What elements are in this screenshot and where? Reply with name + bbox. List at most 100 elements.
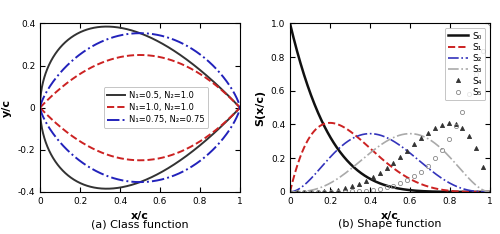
N₁=1.0, N₂=1.0 — [88, 66, 94, 69]
N₁=1.0, N₂=1.0 — [155, 55, 161, 58]
N₁=0.5, N₂=1.0 — [37, 104, 43, 107]
X-axis label: x/c: x/c — [381, 211, 399, 221]
S₄ — [460, 126, 466, 129]
N₁=1.0, N₂=1.0 — [72, 76, 78, 78]
S₄ — [466, 134, 472, 137]
S₄ — [356, 183, 362, 186]
X-axis label: x/c: x/c — [131, 211, 149, 221]
S₃ — [432, 142, 438, 145]
S₅ — [294, 190, 300, 193]
S₂ — [414, 157, 420, 160]
S₂ — [352, 136, 358, 139]
Text: (a) Class function: (a) Class function — [91, 219, 189, 229]
Legend: N₁=0.5, N₂=1.0, N₁=1.0, N₂=1.0, N₁=0.75, N₂=0.75: N₁=0.5, N₂=1.0, N₁=1.0, N₂=1.0, N₁=0.75,… — [104, 88, 208, 128]
S₁ — [327, 121, 333, 124]
N₁=0.5, N₂=1.0 — [237, 106, 243, 109]
S₄ — [336, 188, 342, 191]
S₅ — [363, 189, 369, 192]
S₄ — [328, 189, 334, 192]
N₁=1.0, N₂=1.0 — [237, 106, 243, 109]
N₁=0.75, N₂=0.75 — [237, 106, 243, 109]
S₅ — [438, 148, 444, 151]
S₁ — [414, 181, 420, 183]
S₄ — [432, 127, 438, 129]
S₅ — [336, 190, 342, 193]
N₁=0.5, N₂=1.0 — [128, 29, 134, 32]
S₅ — [460, 110, 466, 113]
Line: N₁=1.0, N₂=1.0: N₁=1.0, N₂=1.0 — [40, 55, 240, 108]
Line: S₄: S₄ — [288, 121, 492, 194]
S₀ — [432, 190, 438, 193]
S₀ — [366, 177, 372, 180]
S₂ — [433, 173, 439, 176]
S₄ — [446, 121, 452, 124]
Line: N₁=0.5, N₂=1.0: N₁=0.5, N₂=1.0 — [40, 27, 240, 108]
S₄ — [411, 143, 417, 146]
S₁ — [487, 190, 493, 193]
Y-axis label: S(x/c): S(x/c) — [255, 90, 265, 126]
S₅ — [356, 190, 362, 192]
N₁=0.5, N₂=1.0 — [188, 61, 194, 64]
S₅ — [411, 175, 417, 178]
S₅ — [480, 49, 486, 52]
S₅ — [418, 170, 424, 173]
S₃ — [311, 188, 317, 191]
S₅ — [342, 190, 348, 193]
N₁=0.75, N₂=0.75 — [171, 38, 177, 41]
N₁=0.75, N₂=0.75 — [128, 32, 134, 35]
S₃ — [366, 152, 372, 155]
N₁=0.75, N₂=0.75 — [155, 34, 161, 37]
Y-axis label: y/c: y/c — [2, 99, 12, 117]
S₀ — [352, 167, 358, 170]
S₄ — [452, 122, 458, 125]
S₅ — [446, 138, 452, 140]
S₄ — [376, 172, 382, 175]
S₃ — [407, 132, 413, 135]
S₄ — [384, 167, 390, 170]
Line: S₅: S₅ — [288, 21, 492, 194]
S₅ — [452, 125, 458, 128]
S₅ — [328, 190, 334, 193]
S₄ — [398, 155, 404, 158]
S₅ — [432, 157, 438, 160]
S₅ — [322, 190, 328, 193]
N₁=1.0, N₂=1.0 — [188, 67, 194, 70]
N₁=1.0, N₂=1.0 — [128, 54, 134, 57]
S₄ — [418, 137, 424, 140]
S₂ — [366, 132, 372, 135]
N₁=0.5, N₂=1.0 — [155, 40, 161, 43]
S₃ — [487, 190, 493, 193]
N₁=0.5, N₂=1.0 — [88, 27, 94, 30]
S₂ — [487, 190, 493, 193]
S₁ — [311, 130, 317, 133]
S₀ — [487, 190, 493, 193]
S₁ — [352, 134, 358, 137]
S₄ — [301, 190, 307, 193]
S₄ — [322, 190, 328, 193]
N₁=0.75, N₂=0.75 — [72, 57, 78, 59]
S₀ — [311, 102, 317, 105]
Line: N₁=0.75, N₂=0.75: N₁=0.75, N₂=0.75 — [40, 33, 240, 108]
S₄ — [294, 190, 300, 193]
N₁=1.0, N₂=1.0 — [137, 54, 143, 56]
Legend: S₀, S₁, S₂, S₃, S₄, S₅: S₀, S₁, S₂, S₃, S₄, S₅ — [444, 28, 486, 100]
S₂ — [367, 132, 373, 135]
S₀ — [287, 22, 293, 25]
S₃ — [414, 133, 420, 136]
S₅ — [376, 187, 382, 190]
S₀ — [432, 190, 438, 193]
S₂ — [287, 190, 293, 193]
S₄ — [342, 187, 348, 190]
S₁ — [287, 190, 293, 193]
S₃ — [287, 190, 293, 193]
S₅ — [314, 190, 320, 193]
S₄ — [308, 190, 314, 193]
S₃ — [352, 164, 358, 167]
S₅ — [287, 190, 293, 193]
S₄ — [287, 190, 293, 193]
N₁=1.0, N₂=1.0 — [37, 106, 43, 109]
Line: S₃: S₃ — [290, 134, 490, 192]
S₅ — [487, 22, 493, 25]
S₃ — [433, 143, 439, 145]
Line: S₀: S₀ — [290, 23, 490, 192]
